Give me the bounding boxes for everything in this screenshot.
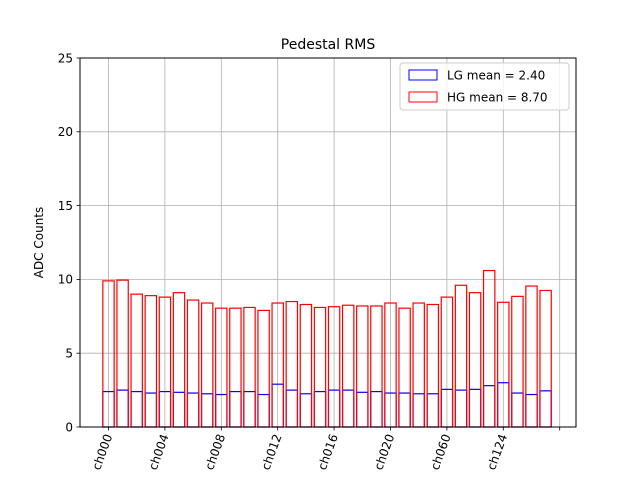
y-tick-label: 5 (65, 347, 73, 361)
chart-title: Pedestal RMS (281, 37, 376, 53)
y-tick-label: 20 (58, 125, 73, 139)
legend-swatch-lg (408, 69, 438, 81)
legend-frame (399, 62, 570, 111)
y-tick-label: 10 (58, 273, 73, 287)
y-tick-label: 0 (65, 420, 73, 434)
y-axis-label: ADC Counts (32, 207, 46, 279)
legend-label-hg: HG mean = 8.70 (447, 91, 548, 105)
legend-label-lg: LG mean = 2.40 (447, 69, 545, 83)
legend-swatch-hg (408, 91, 438, 103)
y-tick-label: 15 (58, 199, 73, 213)
plot-frame (79, 57, 577, 428)
y-tick-label: 25 (58, 51, 73, 65)
legend: LG mean = 2.40 HG mean = 8.70 (399, 62, 570, 111)
